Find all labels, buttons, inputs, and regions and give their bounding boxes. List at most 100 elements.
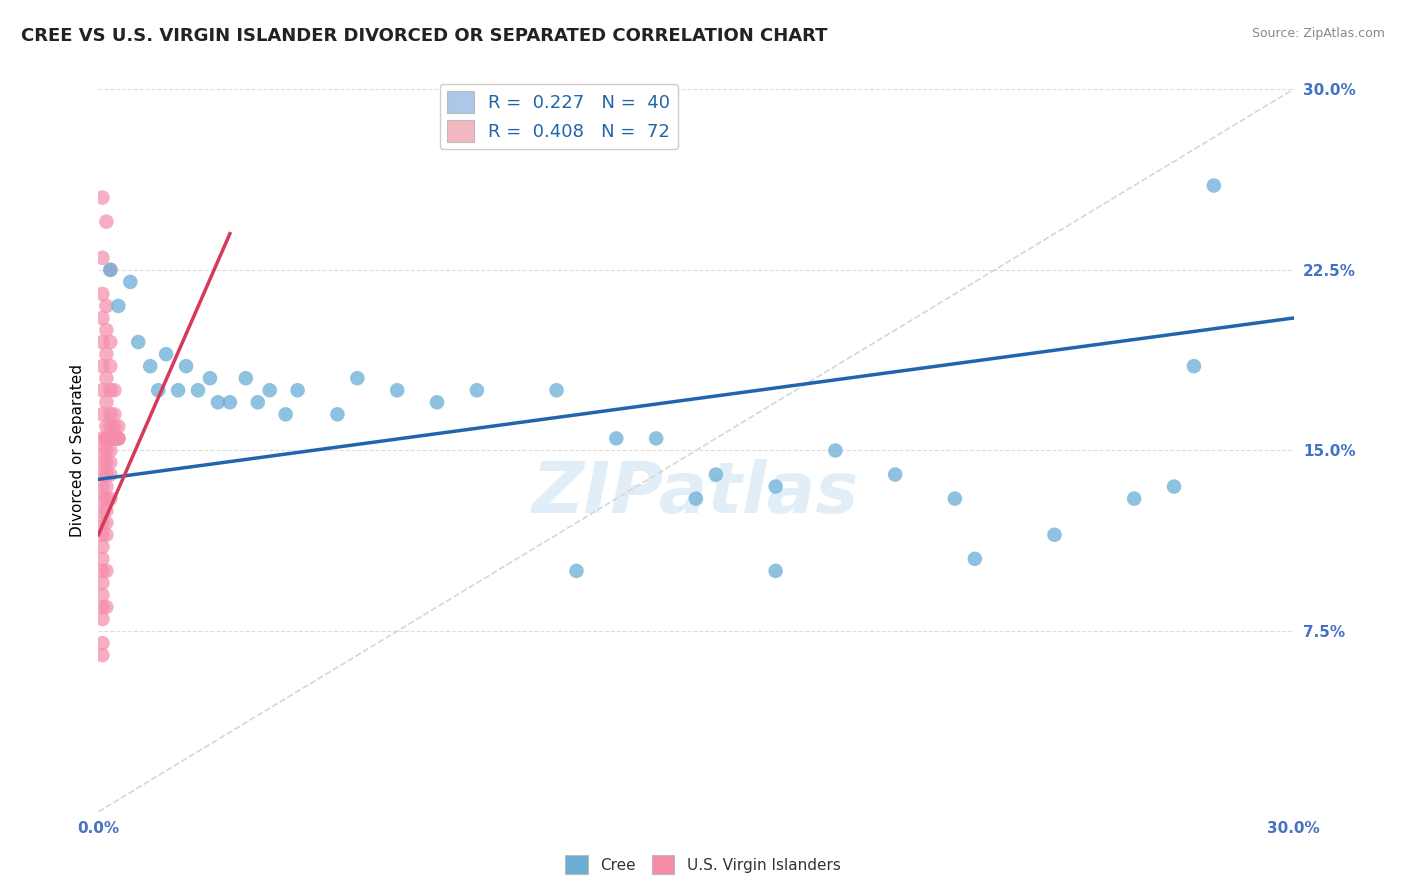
Point [98,491,122,506]
Point [765,480,787,494]
Point [187,384,209,398]
Point [96,467,118,482]
Point [326,407,349,421]
Point [685,491,707,506]
Point [91,612,114,626]
Point [127,334,149,349]
Point [91,334,114,349]
Point [107,431,129,445]
Point [605,431,627,445]
Point [98,431,122,445]
Text: ZIPatlas: ZIPatlas [533,459,859,528]
Point [884,467,907,482]
Point [91,503,114,517]
Point [91,407,114,421]
Point [91,359,114,373]
Text: CREE VS U.S. VIRGIN ISLANDER DIVORCED OR SEPARATED CORRELATION CHART: CREE VS U.S. VIRGIN ISLANDER DIVORCED OR… [21,27,828,45]
Point [91,527,114,541]
Point [174,359,197,373]
Point [645,431,668,445]
Point [96,371,118,385]
Point [426,395,449,409]
Point [96,431,118,445]
Point [96,419,118,434]
Point [91,564,114,578]
Point [91,286,114,301]
Point [765,564,787,578]
Point [96,431,118,445]
Point [91,443,114,458]
Point [96,443,118,458]
Point [1163,480,1185,494]
Point [1123,491,1146,506]
Point [98,384,122,398]
Point [107,299,129,313]
Point [96,516,118,530]
Y-axis label: Divorced or Separated: Divorced or Separated [69,364,84,537]
Point [91,599,114,614]
Point [91,540,114,554]
Point [207,395,229,409]
Point [107,419,129,434]
Point [259,384,281,398]
Point [91,491,114,506]
Point [565,564,588,578]
Point [103,431,125,445]
Point [287,384,309,398]
Point [1043,527,1066,541]
Point [103,384,125,398]
Point [103,407,125,421]
Point [167,384,190,398]
Point [274,407,297,421]
Point [120,275,142,289]
Point [1202,178,1225,193]
Text: Source: ZipAtlas.com: Source: ZipAtlas.com [1251,27,1385,40]
Point [103,419,125,434]
Point [107,431,129,445]
Point [139,359,162,373]
Point [96,480,118,494]
Point [96,503,118,517]
Point [98,431,122,445]
Point [96,455,118,469]
Point [96,599,118,614]
Point [98,431,122,445]
Point [91,576,114,591]
Point [96,299,118,313]
Point [963,551,986,566]
Point [824,443,846,458]
Point [96,564,118,578]
Point [103,431,125,445]
Point [155,347,177,361]
Point [91,455,114,469]
Point [91,310,114,325]
Point [198,371,221,385]
Point [98,262,122,277]
Point [91,588,114,602]
Point [98,262,122,277]
Legend: R =  0.227   N =  40, R =  0.408   N =  72: R = 0.227 N = 40, R = 0.408 N = 72 [440,84,678,150]
Point [91,648,114,662]
Point [943,491,966,506]
Point [96,431,118,445]
Point [91,636,114,650]
Point [219,395,242,409]
Point [98,359,122,373]
Point [96,347,118,361]
Point [385,384,409,398]
Point [704,467,727,482]
Point [91,190,114,204]
Point [148,384,170,398]
Point [235,371,257,385]
Point [96,491,118,506]
Point [98,443,122,458]
Point [98,431,122,445]
Point [546,384,568,398]
Point [98,334,122,349]
Point [96,323,118,337]
Point [96,431,118,445]
Point [96,214,118,228]
Point [91,384,114,398]
Point [103,431,125,445]
Point [91,480,114,494]
